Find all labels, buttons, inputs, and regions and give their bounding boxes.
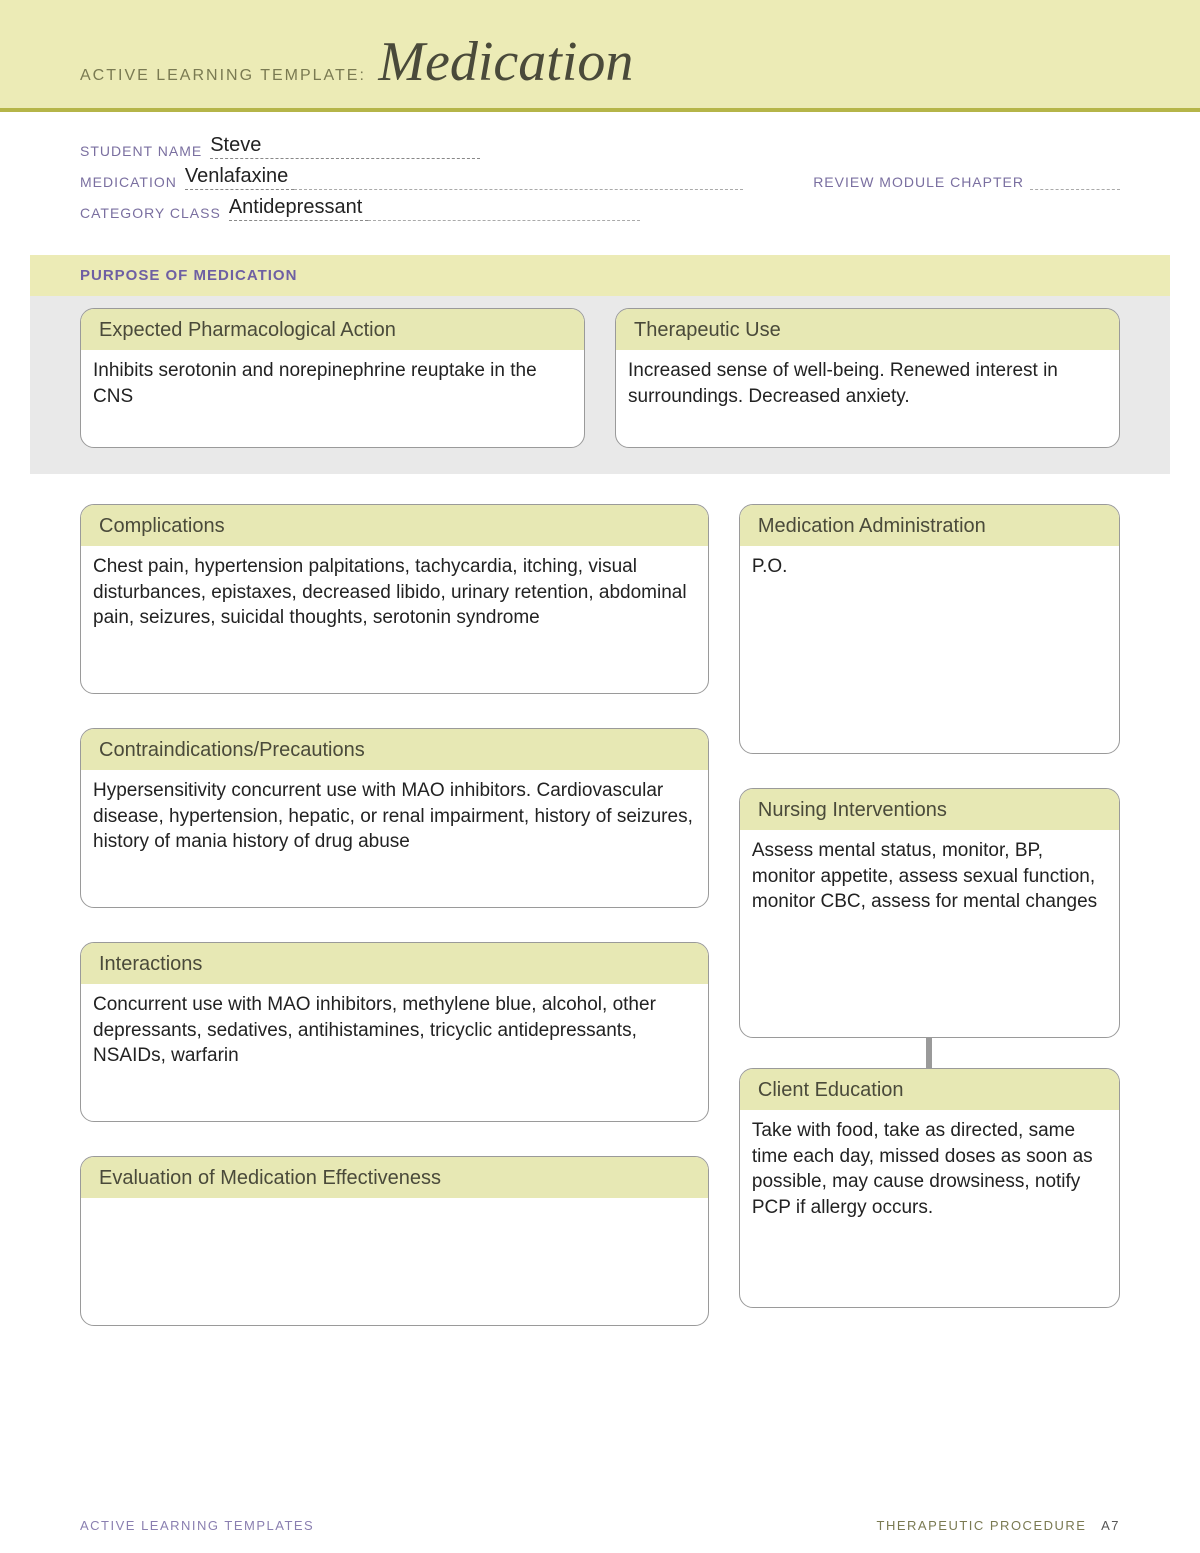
card-title: Nursing Interventions [740,789,1119,832]
value-review [1030,189,1120,190]
footer-right-text: THERAPEUTIC PROCEDURE [877,1518,1087,1533]
label-student: STUDENT NAME [80,143,202,159]
header-title: Medication [378,30,633,94]
card-body: P.O. [740,548,1119,753]
row-medication: MEDICATION Venlafaxine REVIEW MODULE CHA… [80,165,1120,190]
card-therapeutic-use: Therapeutic Use Increased sense of well-… [615,308,1120,448]
card-body: Concurrent use with MAO inhibitors, meth… [81,986,708,1121]
card-title: Evaluation of Medication Effectiveness [81,1157,708,1200]
connector-line [926,1038,932,1068]
purpose-section: PURPOSE OF MEDICATION Expected Pharmacol… [30,255,1170,474]
card-body [81,1200,708,1325]
card-contraindications: Contraindications/Precautions Hypersensi… [80,728,709,908]
card-title: Medication Administration [740,505,1119,548]
dash-line-2 [368,220,640,221]
card-evaluation: Evaluation of Medication Effectiveness [80,1156,709,1326]
card-interactions: Interactions Concurrent use with MAO inh… [80,942,709,1122]
footer-right: THERAPEUTIC PROCEDURE A7 [877,1518,1120,1533]
left-column: Complications Chest pain, hypertension p… [80,504,709,1326]
card-education: Client Education Take with food, take as… [739,1068,1120,1308]
card-body: Increased sense of well-being. Renewed i… [616,352,1119,447]
card-nursing: Nursing Interventions Assess mental stat… [739,788,1120,1038]
card-title: Complications [81,505,708,548]
label-review: REVIEW MODULE CHAPTER [813,174,1024,190]
review-module: REVIEW MODULE CHAPTER [813,174,1120,190]
row-student: STUDENT NAME Steve [80,134,1120,159]
page: ACTIVE LEARNING TEMPLATE: Medication STU… [0,0,1200,1553]
row-category: CATEGORY CLASS Antidepressant [80,196,640,221]
card-body: Inhibits serotonin and norepinephrine re… [81,352,584,447]
card-title: Therapeutic Use [616,309,1119,352]
spacer [739,754,1120,788]
card-title: Contraindications/Precautions [81,729,708,772]
footer: ACTIVE LEARNING TEMPLATES THERAPEUTIC PR… [80,1518,1120,1533]
purpose-body: Expected Pharmacological Action Inhibits… [30,296,1170,448]
card-body: Chest pain, hypertension palpitations, t… [81,548,708,693]
card-title: Expected Pharmacological Action [81,309,584,352]
footer-left: ACTIVE LEARNING TEMPLATES [80,1518,314,1533]
right-column: Medication Administration P.O. Nursing I… [739,504,1120,1326]
card-administration: Medication Administration P.O. [739,504,1120,754]
card-body: Hypersensitivity concurrent use with MAO… [81,772,708,907]
main-grid: Complications Chest pain, hypertension p… [0,474,1200,1326]
label-medication: MEDICATION [80,174,177,190]
info-block: STUDENT NAME Steve MEDICATION Venlafaxin… [0,112,1200,237]
card-body: Assess mental status, monitor, BP, monit… [740,832,1119,1037]
card-title: Interactions [81,943,708,986]
value-category: Antidepressant [229,196,368,221]
card-title: Client Education [740,1069,1119,1112]
dash-line [294,189,743,190]
header-prefix: ACTIVE LEARNING TEMPLATE: [80,67,366,85]
card-body: Take with food, take as directed, same t… [740,1112,1119,1307]
header-band: ACTIVE LEARNING TEMPLATE: Medication [0,0,1200,112]
purpose-label: PURPOSE OF MEDICATION [30,255,1170,296]
card-expected-action: Expected Pharmacological Action Inhibits… [80,308,585,448]
label-category: CATEGORY CLASS [80,205,221,221]
value-student: Steve [210,134,480,159]
value-medication: Venlafaxine [185,165,294,190]
card-complications: Complications Chest pain, hypertension p… [80,504,709,694]
footer-page: A7 [1101,1518,1120,1533]
